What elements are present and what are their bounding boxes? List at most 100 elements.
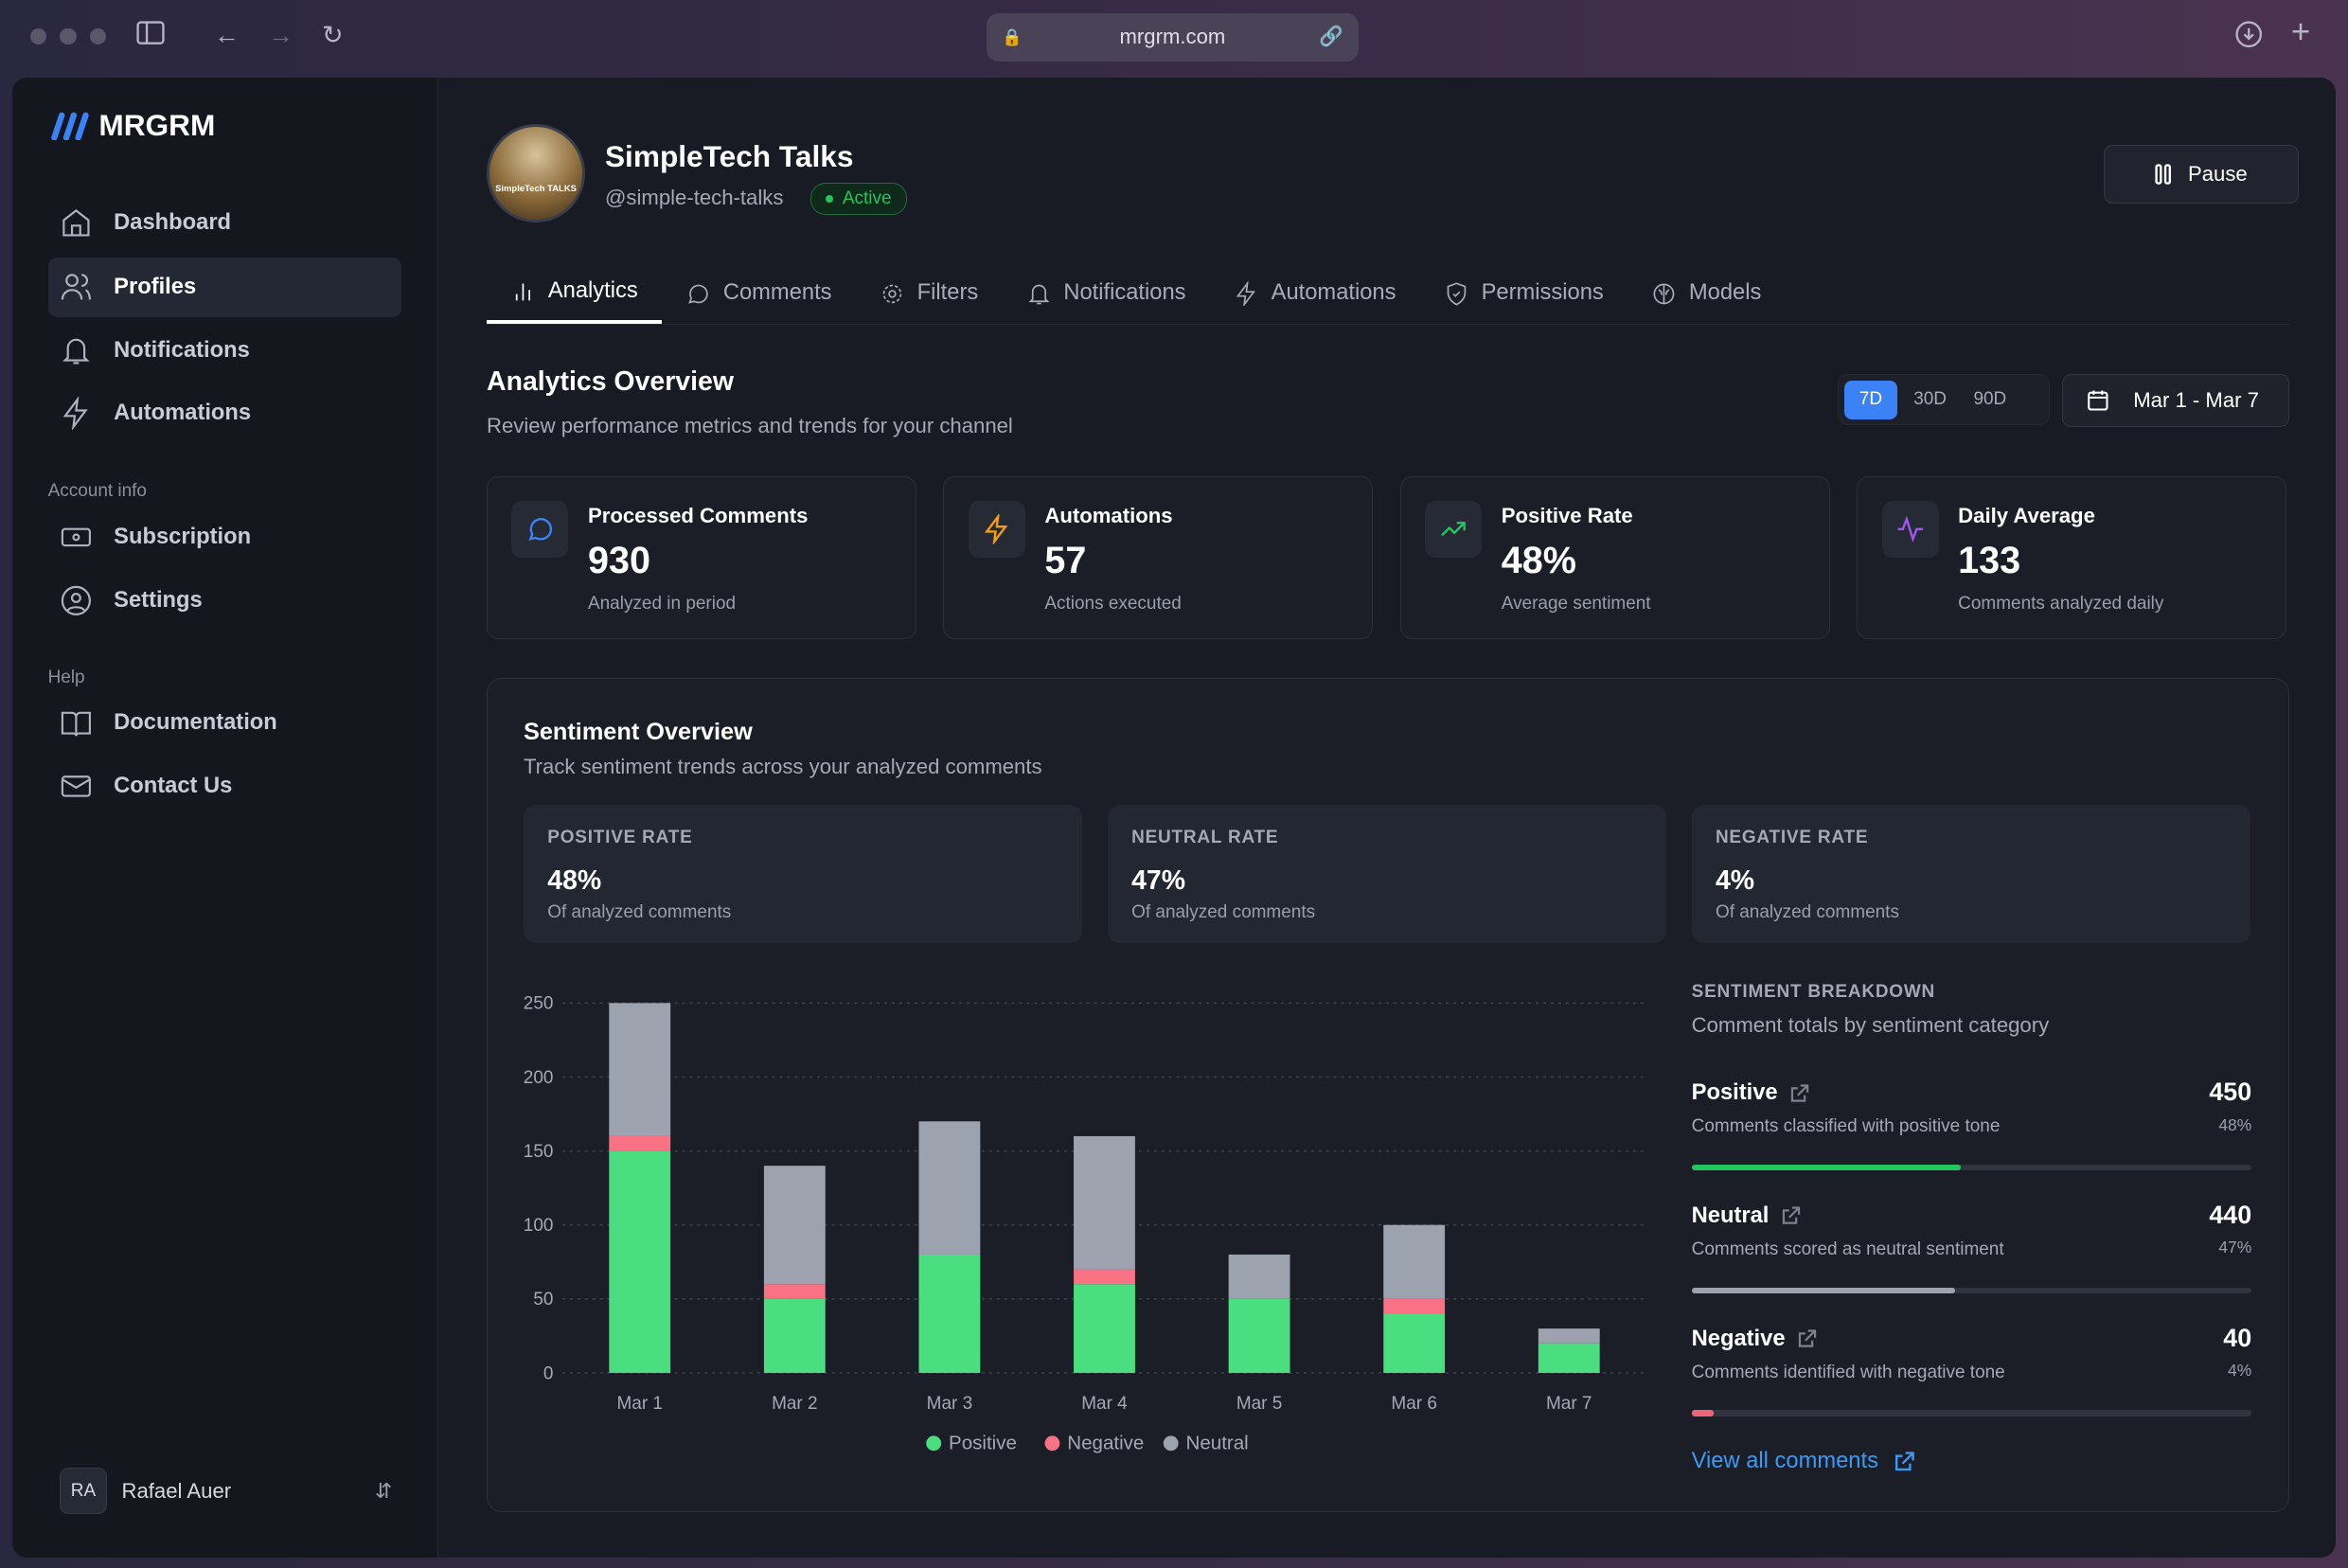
tab-analytics[interactable]: Analytics bbox=[487, 263, 663, 324]
tab-models[interactable]: Models bbox=[1628, 263, 1786, 323]
sentiment-subtitle: Track sentiment trends across your analy… bbox=[523, 754, 1042, 778]
breakdown-percent: 47% bbox=[2218, 1238, 2252, 1257]
gear-icon bbox=[882, 284, 902, 303]
new-tab-icon[interactable]: + bbox=[2290, 13, 2311, 50]
tab-permissions[interactable]: Permissions bbox=[1420, 263, 1628, 323]
bar-segment-neutral bbox=[1228, 1254, 1290, 1299]
stat-sub: Average sentiment bbox=[1501, 594, 1651, 615]
breakdown-desc: Comments identified with negative tone bbox=[1691, 1362, 2005, 1382]
date-range-picker[interactable]: Mar 1 - Mar 7 bbox=[2061, 374, 2290, 427]
y-tick-label: 50 bbox=[533, 1290, 553, 1310]
link-icon[interactable]: 🔗 bbox=[1319, 26, 1343, 48]
stat-value: 57 bbox=[1044, 540, 1087, 582]
legend-swatch-neutral bbox=[1163, 1435, 1179, 1451]
external-link-icon bbox=[1894, 1452, 1914, 1470]
sidebar-item-settings[interactable]: Settings bbox=[48, 571, 401, 631]
window-maximize-button[interactable] bbox=[89, 28, 107, 45]
bar-segment-negative bbox=[764, 1283, 826, 1299]
bar-segment-positive bbox=[918, 1254, 981, 1373]
sidebar-toggle-icon[interactable] bbox=[136, 21, 165, 52]
app: MRGRM Dashboard Profiles Notifications A… bbox=[11, 78, 2337, 1558]
x-tick-label: Mar 1 bbox=[617, 1394, 664, 1414]
user-menu[interactable]: RA Rafael Auer ⇵ bbox=[60, 1467, 393, 1515]
sidebar-item-dashboard[interactable]: Dashboard bbox=[48, 193, 401, 253]
breakdown-progress bbox=[1691, 1410, 2252, 1417]
pause-label: Pause bbox=[2188, 162, 2248, 187]
nav-label: Dashboard bbox=[114, 210, 232, 236]
sidebar-item-automations[interactable]: Automations bbox=[48, 383, 401, 443]
tab-filters[interactable]: Filters bbox=[856, 263, 1003, 323]
address-bar[interactable]: 🔒 mrgrm.com 🔗 bbox=[987, 13, 1359, 62]
y-tick-label: 250 bbox=[524, 993, 554, 1013]
chevron-updown-icon: ⇵ bbox=[374, 1478, 393, 1503]
shield-icon bbox=[1447, 281, 1467, 306]
brain-icon bbox=[1653, 283, 1675, 304]
stat-value: 930 bbox=[587, 540, 650, 582]
nav-label: Settings bbox=[114, 587, 203, 613]
sidebar-item-subscription[interactable]: Subscription bbox=[48, 508, 401, 567]
stat-title: Positive Rate bbox=[1501, 504, 1633, 528]
progress-fill bbox=[1691, 1164, 1961, 1171]
sidebar-item-profiles[interactable]: Profiles bbox=[47, 258, 401, 318]
tab-label: Analytics bbox=[547, 278, 638, 304]
tab-label: Automations bbox=[1271, 280, 1396, 306]
pause-button[interactable]: Pause bbox=[2104, 145, 2299, 205]
x-tick-label: Mar 4 bbox=[1081, 1394, 1128, 1414]
range-30d-button[interactable]: 30D bbox=[1913, 389, 1948, 410]
brand-name: MRGRM bbox=[98, 107, 216, 142]
sidebar-item-notifications[interactable]: Notifications bbox=[48, 320, 401, 380]
bell-icon bbox=[62, 338, 90, 365]
rate-card-positive: POSITIVE RATE 48% Of analyzed comments bbox=[523, 805, 1082, 943]
bar-segment-neutral bbox=[1538, 1327, 1600, 1344]
x-tick-label: Mar 3 bbox=[927, 1394, 973, 1414]
download-icon[interactable] bbox=[2235, 21, 2263, 55]
legend-swatch-positive bbox=[926, 1435, 942, 1451]
tab-notifications[interactable]: Notifications bbox=[1003, 263, 1210, 323]
url-text: mrgrm.com bbox=[1119, 25, 1226, 49]
rate-value: 4% bbox=[1715, 864, 1755, 896]
tab-label: Comments bbox=[722, 280, 832, 306]
external-link-icon[interactable] bbox=[1797, 1329, 1817, 1349]
y-tick-label: 100 bbox=[524, 1216, 554, 1236]
breakdown-count: 40 bbox=[2223, 1323, 2252, 1352]
bar-segment-neutral bbox=[918, 1121, 981, 1255]
home-icon bbox=[62, 209, 90, 237]
sidebar-item-contact[interactable]: Contact Us bbox=[48, 757, 401, 816]
window-close-button[interactable] bbox=[29, 28, 47, 45]
range-90d-button[interactable]: 90D bbox=[1973, 389, 2007, 410]
section-subtitle: Review performance metrics and trends fo… bbox=[487, 413, 1013, 437]
profile-name: SimpleTech Talks bbox=[604, 139, 854, 174]
reload-icon[interactable]: ↻ bbox=[322, 21, 344, 50]
stat-card-automations: Automations 57 Actions executed bbox=[943, 475, 1374, 640]
breakdown-count: 450 bbox=[2209, 1078, 2252, 1107]
external-link-icon[interactable] bbox=[1781, 1206, 1801, 1226]
window-minimize-button[interactable] bbox=[60, 28, 77, 45]
tab-label: Models bbox=[1688, 280, 1762, 306]
section-title: Analytics Overview bbox=[487, 366, 734, 398]
avatar: RA bbox=[60, 1467, 107, 1515]
bar-segment-positive bbox=[1383, 1313, 1446, 1373]
y-tick-label: 200 bbox=[524, 1068, 554, 1088]
breakdown-percent: 4% bbox=[2228, 1361, 2252, 1381]
tab-automations[interactable]: Automations bbox=[1210, 263, 1420, 323]
message-circle-icon bbox=[688, 284, 709, 304]
legend-swatch-negative bbox=[1044, 1435, 1060, 1451]
logo-icon bbox=[50, 112, 89, 141]
tab-comments[interactable]: Comments bbox=[662, 263, 856, 323]
section-heading-help: Help bbox=[47, 668, 85, 688]
stat-card-daily-average: Daily Average 133 Comments analyzed dail… bbox=[1857, 475, 2287, 640]
lightning-icon bbox=[968, 501, 1025, 559]
banknote-icon bbox=[62, 527, 92, 547]
range-7d-button[interactable]: 7D bbox=[1843, 380, 1897, 419]
y-tick-label: 0 bbox=[543, 1363, 554, 1383]
bar-segment-neutral bbox=[1383, 1224, 1446, 1299]
external-link-icon[interactable] bbox=[1789, 1083, 1809, 1104]
bar-segment-positive bbox=[1228, 1298, 1290, 1373]
stat-title: Processed Comments bbox=[587, 504, 809, 528]
sidebar-item-documentation[interactable]: Documentation bbox=[48, 693, 401, 753]
view-all-comments-link[interactable]: View all comments bbox=[1692, 1449, 1914, 1474]
brand-logo[interactable]: MRGRM bbox=[48, 107, 216, 143]
forward-icon[interactable]: → bbox=[268, 21, 294, 50]
back-icon[interactable]: ← bbox=[214, 21, 240, 50]
